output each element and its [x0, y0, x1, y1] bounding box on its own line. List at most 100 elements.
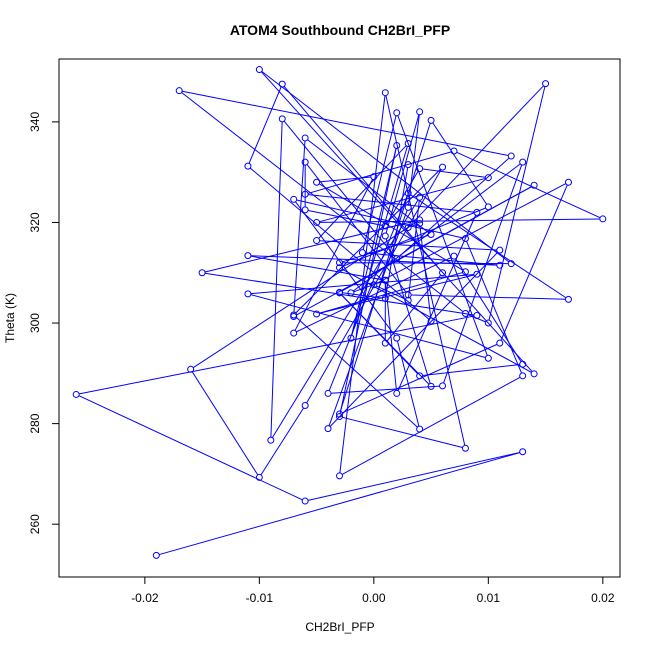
series-line-segment	[351, 146, 408, 336]
series-line-segment	[456, 151, 601, 219]
data-point	[393, 255, 401, 263]
series-line-segment	[342, 207, 486, 268]
series-line-segment	[270, 121, 283, 438]
data-point	[439, 269, 447, 277]
series-line-segment	[342, 416, 463, 449]
data-point	[416, 165, 424, 173]
series-line-segment	[397, 214, 477, 391]
y-tick-label: 260	[28, 514, 42, 534]
data-point	[381, 294, 389, 302]
data-point	[313, 237, 321, 245]
data-point	[290, 329, 298, 337]
y-axis: 260 280 300 320 340	[28, 112, 60, 534]
data-point	[336, 413, 343, 421]
series-line-segment	[293, 140, 306, 314]
data-point	[416, 425, 424, 433]
series-line-segment	[455, 258, 522, 363]
data-point	[519, 158, 527, 166]
data-point	[461, 444, 469, 452]
data-point	[484, 354, 492, 362]
series-line-segment	[419, 226, 432, 319]
data-point	[416, 216, 424, 224]
series-line-segment	[409, 85, 544, 226]
data-point	[416, 372, 424, 380]
data-point	[152, 551, 160, 559]
x-tick-label: 0.01	[477, 591, 501, 605]
data-point	[484, 174, 492, 182]
data-point	[301, 158, 309, 166]
data-point	[599, 215, 607, 223]
data-point	[244, 162, 252, 170]
series-line-segment	[500, 184, 568, 341]
data-point	[473, 311, 481, 319]
series-line-segment	[260, 71, 533, 372]
data-point	[255, 66, 263, 74]
series-line-segment	[318, 145, 407, 239]
y-tick-label: 300	[28, 313, 42, 333]
data-point	[519, 448, 527, 456]
data-point	[381, 222, 389, 230]
series-line-segment	[250, 255, 383, 281]
data-point	[313, 178, 321, 186]
series-line-segment	[192, 221, 418, 369]
data-point	[313, 310, 321, 318]
x-tick-label: 0.02	[591, 591, 615, 605]
series-line-segment	[181, 92, 464, 313]
series-line-segment	[307, 139, 430, 234]
series-line-segment	[295, 168, 441, 314]
series-line-segment	[422, 364, 520, 376]
series-line-segment	[295, 201, 396, 337]
data-point	[72, 390, 80, 398]
data-point	[370, 173, 378, 181]
series-line-segment	[376, 285, 406, 300]
series-line-segment	[422, 168, 486, 178]
data-point	[358, 249, 366, 257]
series-line-segment	[328, 195, 408, 391]
series-line-segment	[78, 395, 303, 501]
y-tick-label: 320	[28, 212, 42, 232]
series-line-segment	[182, 90, 509, 156]
data-point	[381, 339, 389, 347]
series-line-segment	[295, 316, 418, 428]
series-line-segment	[307, 209, 383, 226]
chart-title: ATOM4 Southbound CH2BrI_PFP	[230, 22, 450, 38]
data-point	[324, 425, 332, 433]
data-point	[301, 134, 309, 142]
data-point	[278, 115, 286, 123]
series-line-segment	[331, 385, 440, 394]
data-point	[496, 246, 504, 254]
series-line-segment	[411, 294, 566, 300]
data-point	[301, 206, 309, 214]
data-point	[416, 193, 424, 201]
series-line-segment	[79, 315, 475, 395]
data-point	[290, 312, 298, 320]
series-line-segment	[385, 167, 409, 296]
series-line-segment	[488, 86, 546, 321]
series-line-segment	[410, 223, 417, 227]
data-point	[450, 252, 458, 260]
y-tick-label: 340	[28, 112, 42, 132]
series-line-segment	[283, 120, 396, 257]
data-point	[484, 203, 492, 211]
x-tick-label: -0.01	[246, 591, 274, 605]
data-point	[301, 497, 309, 505]
series-line-segment	[248, 86, 282, 164]
series-line-segment	[432, 122, 488, 205]
series-line-segment	[191, 371, 259, 476]
data-point	[404, 161, 412, 169]
series-line-segment	[250, 294, 486, 358]
data-point	[461, 268, 469, 276]
data-point	[427, 116, 435, 124]
y-axis-label: Theta (K)	[3, 293, 17, 343]
data-point	[336, 259, 343, 267]
data-point	[564, 178, 572, 186]
series-line-segment	[204, 220, 417, 273]
series-line-segment	[261, 70, 510, 263]
data-point	[530, 181, 538, 189]
series-layer	[72, 66, 607, 559]
y-tick-label: 280	[28, 413, 42, 433]
data-point	[381, 232, 389, 240]
series-line-segment	[342, 262, 509, 265]
data-point	[519, 360, 527, 368]
series-line-segment	[341, 376, 521, 475]
